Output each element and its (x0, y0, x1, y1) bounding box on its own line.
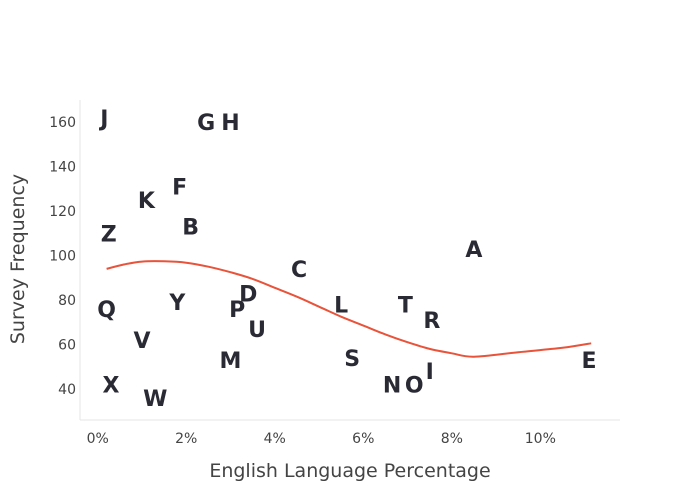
data-point-o: O (405, 373, 424, 398)
data-point-i: I (426, 360, 434, 385)
x-axis-title: English Language Percentage (209, 460, 490, 482)
data-point-w: W (143, 387, 167, 412)
data-point-c: C (291, 258, 307, 283)
data-point-u: U (248, 318, 266, 343)
x-tick-label: 4% (264, 431, 286, 447)
data-point-j: J (98, 107, 108, 132)
data-point-k: K (138, 189, 156, 214)
x-axis-ticks: 0% 2% 4% 6% 8% 10% (87, 431, 556, 447)
data-point-a: A (465, 238, 482, 263)
x-tick-label: 8% (441, 431, 463, 447)
data-point-b: B (182, 216, 199, 241)
data-point-t: T (398, 293, 413, 318)
data-point-l: L (334, 293, 348, 318)
x-tick-label: 2% (175, 431, 197, 447)
x-tick-label: 0% (87, 431, 109, 447)
y-tick-label: 140 (49, 160, 76, 176)
y-tick-label: 120 (49, 204, 76, 220)
data-point-s: S (344, 347, 360, 372)
data-point-x: X (102, 373, 119, 398)
data-point-e: E (582, 349, 597, 374)
point-labels: J G H FK B Z A C D Y Q P L TR U V M S E IN O XW (97, 107, 596, 412)
y-tick-label: 100 (49, 249, 76, 265)
data-point-r: R (423, 309, 440, 334)
x-tick-label: 6% (352, 431, 374, 447)
y-tick-label: 80 (58, 293, 76, 309)
data-point-d: D (239, 282, 257, 307)
y-tick-label: 160 (49, 115, 76, 131)
data-point-q: Q (97, 298, 116, 323)
trend-line (106, 260, 592, 358)
y-axis-ticks: 40 60 80 100 120 140 160 (49, 115, 76, 398)
y-tick-label: 60 (58, 337, 76, 353)
data-point-y: Y (168, 291, 186, 316)
data-point-v: V (133, 329, 150, 354)
data-point-f: F (172, 176, 187, 201)
data-point-m: M (220, 349, 242, 374)
data-point-h: H (221, 111, 239, 136)
data-point-z: Z (101, 222, 117, 247)
data-point-p: P (229, 298, 245, 323)
y-tick-label: 40 (58, 382, 76, 398)
x-tick-label: 10% (525, 431, 556, 447)
data-point-g: G (197, 111, 215, 136)
y-axis-title: Survey Frequency (7, 174, 29, 344)
data-point-n: N (383, 373, 401, 398)
